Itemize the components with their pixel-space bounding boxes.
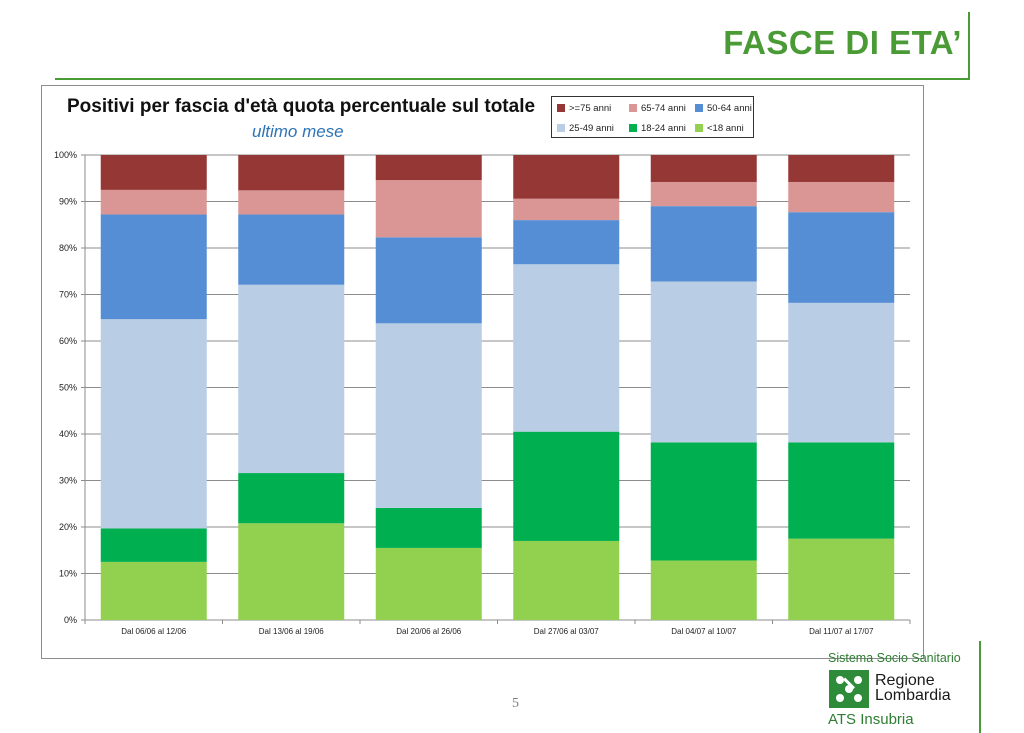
- logo-system-text: Sistema Socio Sanitario: [828, 651, 961, 665]
- x-tick-label: Dal 11/07 al 17/07: [809, 627, 874, 636]
- legend-item: 65-74 anni: [629, 98, 695, 118]
- legend-swatch: [557, 104, 565, 112]
- chart-title: Positivi per fascia d'età quota percentu…: [67, 96, 536, 117]
- bar-segment: [650, 281, 757, 443]
- bar-segment: [100, 155, 207, 190]
- legend-item: 50-64 anni: [695, 98, 760, 118]
- logo-region-line2: Lombardia: [875, 687, 951, 704]
- bar-segment: [238, 473, 345, 524]
- bar-segment: [238, 214, 345, 285]
- page-number: 5: [512, 696, 519, 711]
- bar-segment: [100, 189, 207, 215]
- bar-segment: [238, 284, 345, 474]
- bar-segment: [788, 212, 895, 303]
- x-tick-label: Dal 20/06 al 26/06: [396, 627, 461, 636]
- y-tick-label: 80%: [59, 243, 77, 253]
- x-tick-label: Dal 13/06 al 19/06: [259, 627, 324, 636]
- bar-segment: [375, 155, 482, 181]
- chart-subtitle: ultimo mese: [252, 122, 344, 141]
- regione-lombardia-logo-icon: [829, 670, 869, 708]
- y-tick-label: 0%: [64, 615, 77, 625]
- y-tick-label: 50%: [59, 383, 77, 393]
- bar-segment: [238, 155, 345, 191]
- chart-legend: >=75 anni 65-74 anni 50-64 anni 25-49 an…: [551, 96, 754, 138]
- bar-segment: [238, 523, 345, 620]
- legend-label: 65-74 anni: [641, 102, 686, 114]
- bar-segment: [513, 264, 620, 432]
- x-tick-label: Dal 04/07 al 10/07: [671, 627, 736, 636]
- bar-segment: [375, 547, 482, 620]
- y-tick-label: 70%: [59, 290, 77, 300]
- bar-segment: [513, 540, 620, 620]
- title-vertical-rule: [968, 12, 970, 80]
- bar-segment: [513, 198, 620, 221]
- bar-segment: [100, 561, 207, 620]
- bar-segment: [650, 206, 757, 282]
- legend-label: 18-24 anni: [641, 122, 686, 134]
- legend-item: 25-49 anni: [557, 118, 629, 138]
- y-tick-label: 100%: [54, 150, 77, 160]
- legend-label: >=75 anni: [569, 102, 612, 114]
- legend-label: <18 anni: [707, 122, 744, 134]
- legend-swatch: [557, 124, 565, 132]
- bar-segment: [375, 323, 482, 508]
- y-tick-label: 20%: [59, 522, 77, 532]
- bar-segment: [375, 507, 482, 548]
- legend-swatch: [629, 104, 637, 112]
- bar-segment: [100, 214, 207, 320]
- bar-segment: [650, 155, 757, 182]
- logo-vertical-rule: [979, 641, 981, 733]
- bar-segment: [788, 442, 895, 539]
- bar-segment: [788, 538, 895, 620]
- slide-title: FASCE DI ETA’: [723, 24, 962, 61]
- legend-item: <18 anni: [695, 118, 760, 138]
- bar-segment: [650, 181, 757, 207]
- y-tick-label: 60%: [59, 336, 77, 346]
- bar-segment: [100, 528, 207, 562]
- y-tick-label: 30%: [59, 476, 77, 486]
- bar-segment: [513, 220, 620, 265]
- bar-segment: [513, 431, 620, 541]
- bar-segment: [100, 319, 207, 529]
- legend-swatch: [695, 124, 703, 132]
- bar-segment: [375, 180, 482, 238]
- y-tick-label: 40%: [59, 429, 77, 439]
- bar-segment: [788, 181, 895, 213]
- legend-item: >=75 anni: [557, 98, 629, 118]
- legend-label: 50-64 anni: [707, 102, 752, 114]
- legend-label: 25-49 anni: [569, 122, 614, 134]
- bar-segment: [650, 442, 757, 561]
- logo-region-line1: Regione: [875, 672, 935, 689]
- title-underline: [55, 78, 970, 80]
- bar-segment: [788, 155, 895, 182]
- y-tick-label: 90%: [59, 197, 77, 207]
- x-tick-label: Dal 06/06 al 12/06: [121, 627, 186, 636]
- legend-item: 18-24 anni: [629, 118, 695, 138]
- bar-segment: [650, 560, 757, 620]
- x-tick-label: Dal 27/06 al 03/07: [534, 627, 599, 636]
- logo-ats-text: ATS Insubria: [828, 711, 914, 728]
- bar-segment: [513, 155, 620, 199]
- y-tick-label: 10%: [59, 569, 77, 579]
- legend-swatch: [695, 104, 703, 112]
- bar-segment: [375, 237, 482, 324]
- logo-region-text: Regione Lombardia: [875, 672, 951, 704]
- bar-segment: [788, 302, 895, 443]
- legend-swatch: [629, 124, 637, 132]
- bar-segment: [238, 190, 345, 215]
